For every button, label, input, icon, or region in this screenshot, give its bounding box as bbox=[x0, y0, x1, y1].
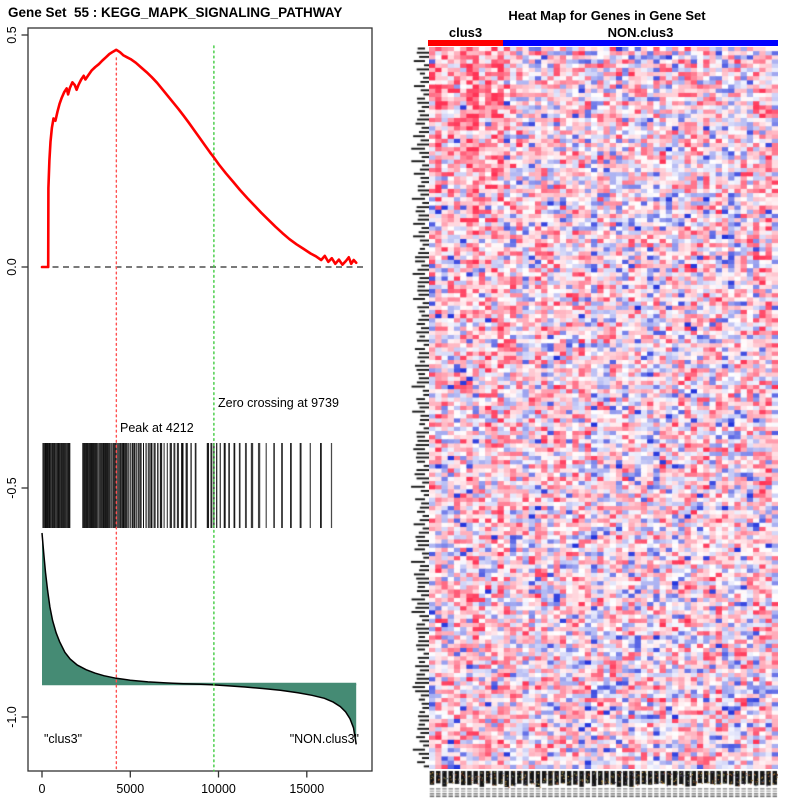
x-tick-label: 0 bbox=[39, 782, 46, 796]
ranked-metric-area bbox=[41, 532, 357, 745]
y-tick-label: -0.5 bbox=[5, 477, 19, 499]
x-tick-label: 15000 bbox=[289, 782, 324, 796]
plot-border bbox=[27, 27, 373, 772]
y-tick-label: 0.5 bbox=[5, 26, 19, 43]
group2-color-bar bbox=[503, 40, 778, 46]
enrichment-plot-title: Gene Set 55 : KEGG_MAPK_SIGNALING_PATHWA… bbox=[8, 5, 343, 20]
heatmap-canvas bbox=[429, 47, 778, 769]
y-tick-label: 0.0 bbox=[5, 258, 19, 275]
group1-color-bar bbox=[428, 40, 503, 46]
heatmap-group1-label: clus3 bbox=[448, 25, 483, 40]
es-curve-path bbox=[40, 48, 358, 269]
x-tick-label: 5000 bbox=[116, 782, 144, 796]
right-group-label: "NON.clus3" bbox=[290, 732, 359, 746]
ranked-metric-fill bbox=[42, 533, 357, 745]
y-axis-ticks bbox=[21, 34, 28, 718]
heatmap-title: Heat Map for Genes in Gene Set bbox=[508, 8, 706, 23]
heatmap-group2-label: NON.clus3 bbox=[607, 25, 674, 40]
left-group-label: "clus3" bbox=[44, 732, 82, 746]
zero-crossing-annotation: Zero crossing at 9739 bbox=[218, 396, 339, 410]
enrichment-plot: 0.5 0.0 -0.5 -1.0 0 5000 10000 15000 Pea… bbox=[5, 26, 373, 796]
barcode-hits bbox=[42, 443, 333, 528]
enrichment-score-curve bbox=[40, 48, 358, 269]
heatmap-column-labels bbox=[429, 770, 778, 798]
x-axis-labels: 0 5000 10000 15000 bbox=[39, 782, 325, 796]
y-axis-labels: 0.5 0.0 -0.5 -1.0 bbox=[5, 26, 19, 728]
heatmap-row-labels bbox=[404, 47, 429, 769]
x-tick-label: 10000 bbox=[201, 782, 236, 796]
x-axis-ticks bbox=[41, 771, 308, 778]
y-tick-label: -1.0 bbox=[5, 706, 19, 728]
ranked-metric-outline bbox=[41, 532, 357, 745]
peak-annotation: Peak at 4212 bbox=[120, 421, 194, 435]
